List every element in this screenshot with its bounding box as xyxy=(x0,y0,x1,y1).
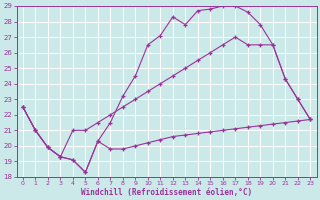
X-axis label: Windchill (Refroidissement éolien,°C): Windchill (Refroidissement éolien,°C) xyxy=(81,188,252,197)
